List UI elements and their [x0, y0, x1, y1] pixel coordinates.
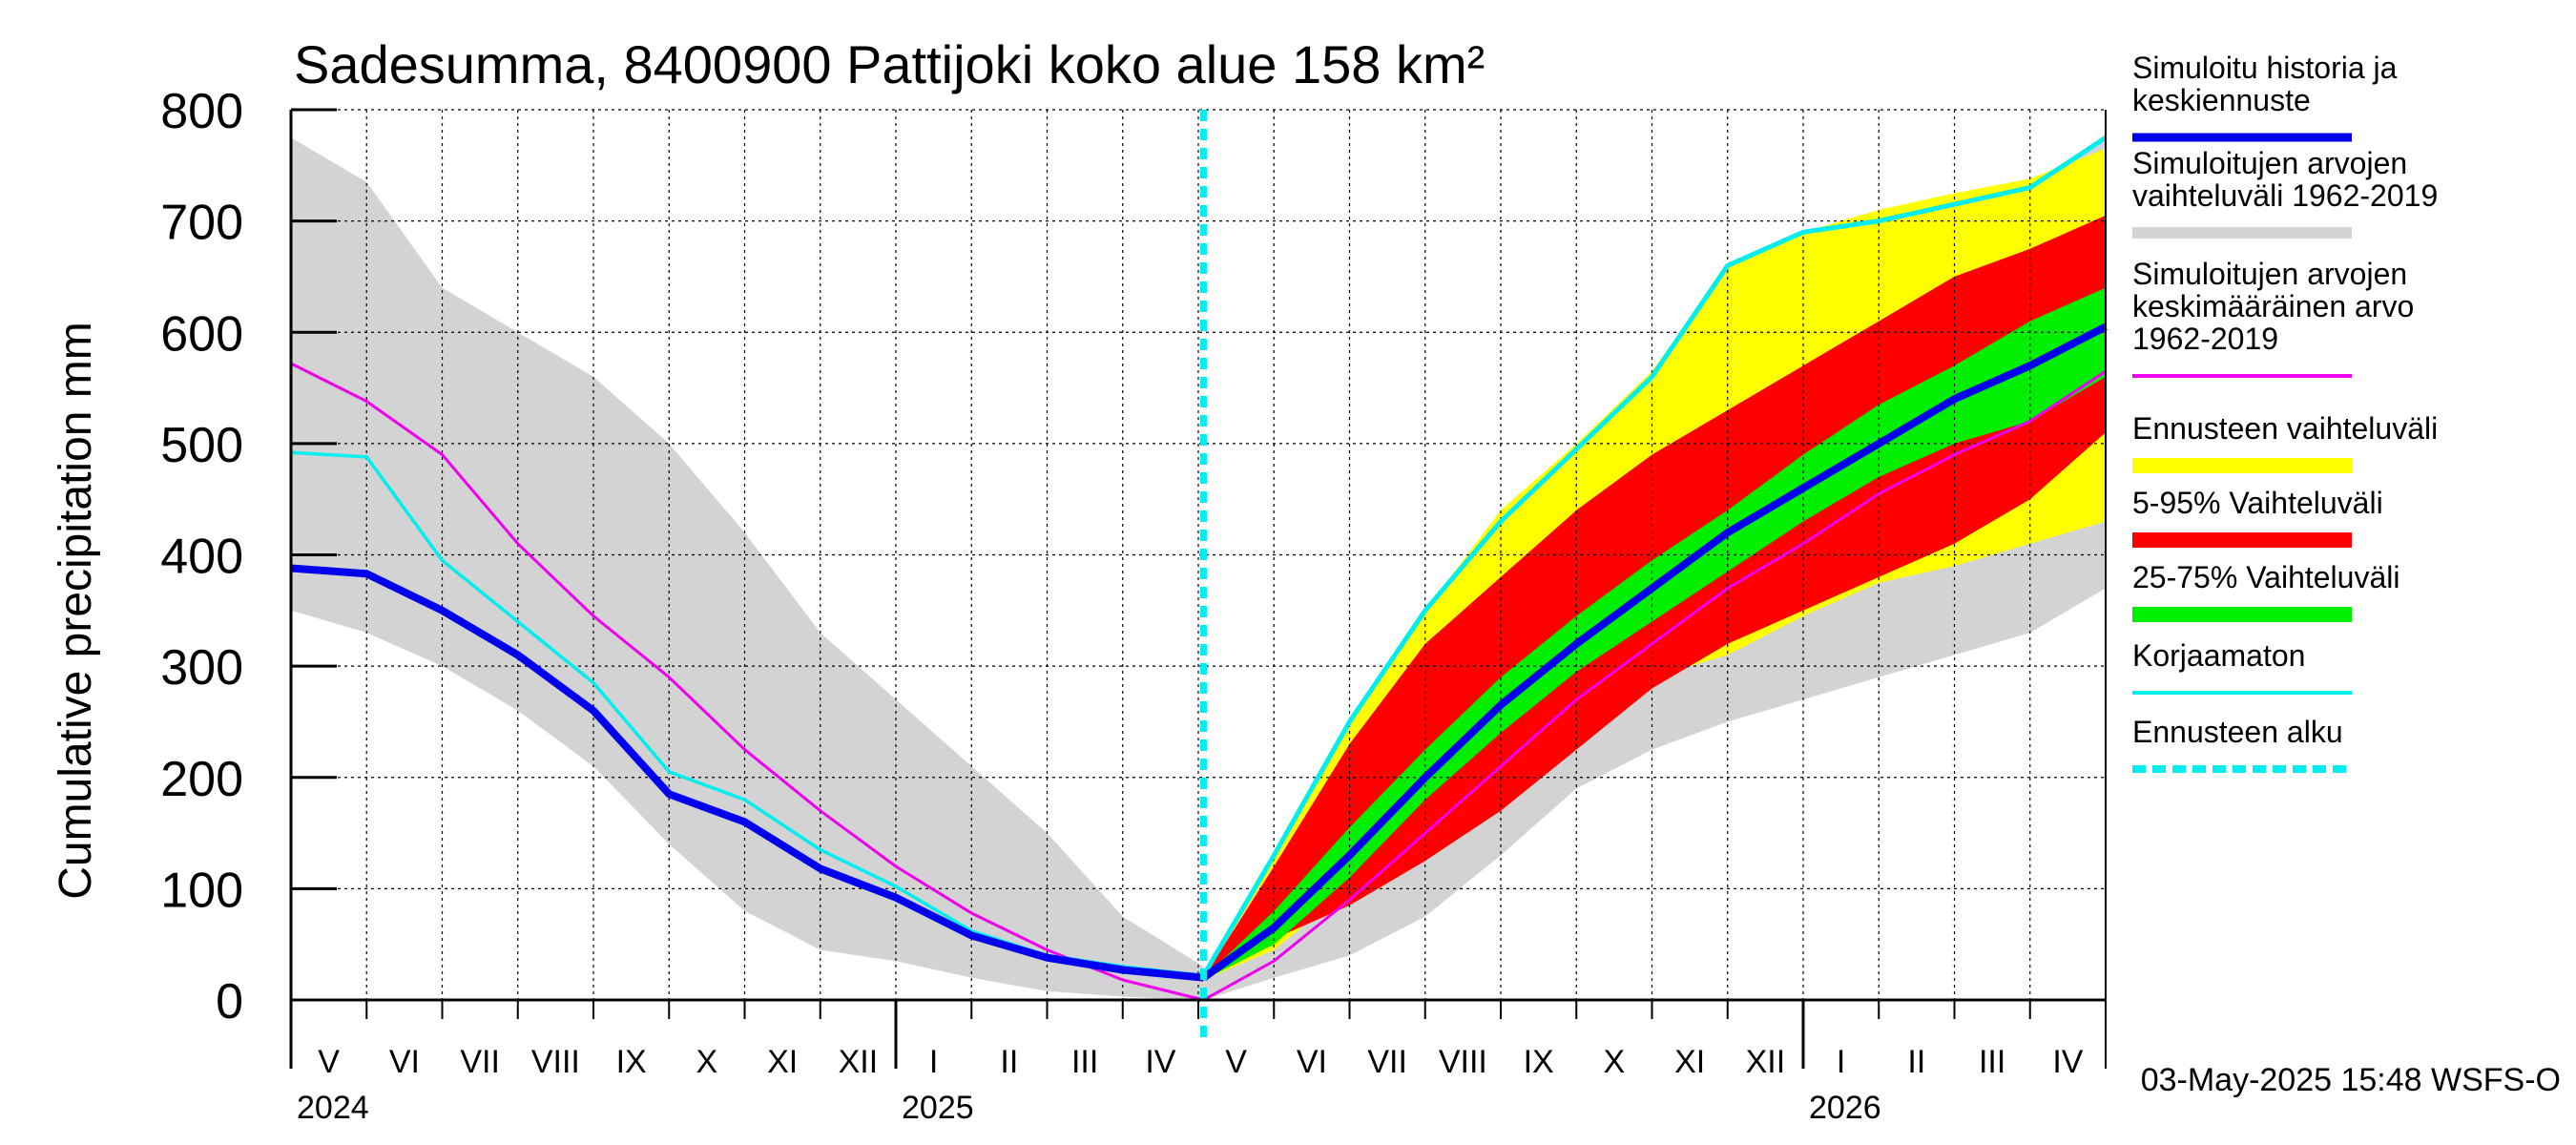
band-25-75 [1203, 287, 2106, 981]
legend-label: Simuloitujen arvojen [2132, 146, 2407, 180]
month-label: IX [616, 1044, 647, 1080]
y-tick-label: 700 [160, 196, 243, 251]
chart-title: Sadesumma, 8400900 Pattijoki koko alue 1… [294, 34, 1485, 94]
month-label: X [1604, 1044, 1626, 1080]
historical-range-band [291, 137, 1204, 1000]
y-tick-label: 200 [160, 752, 243, 807]
year-label: 2026 [1809, 1090, 1881, 1126]
month-label: VIII [531, 1044, 580, 1080]
year-label: 2024 [297, 1090, 369, 1126]
legend-label: keskiennuste [2132, 83, 2311, 117]
year-label: 2025 [902, 1090, 974, 1126]
y-tick-label: 100 [160, 863, 243, 918]
month-label: XI [1674, 1044, 1705, 1080]
month-label: XII [839, 1044, 879, 1080]
y-axis-label: Cumulative precipitation mm [51, 322, 101, 900]
forecast-uncorrected-line [1201, 135, 2108, 977]
legend-label: 5-95% Vaihteluväli [2132, 486, 2383, 520]
history-median-line [290, 564, 1204, 982]
month-label: I [1837, 1044, 1845, 1080]
y-tick-label: 500 [160, 418, 243, 473]
month-label: II [1907, 1044, 1925, 1080]
month-label: V [318, 1044, 340, 1080]
month-label: III [1979, 1044, 2005, 1080]
legend-label: Ennusteen alku [2132, 715, 2343, 749]
month-label: VI [1297, 1044, 1327, 1080]
y-tick-label: 600 [160, 306, 243, 362]
month-label: VII [460, 1044, 500, 1080]
legend-label: Ennusteen vaihteluväli [2132, 411, 2438, 446]
y-tick-label: 400 [160, 530, 243, 585]
month-label: X [696, 1044, 718, 1080]
y-tick-label: 300 [160, 640, 243, 696]
legend-label: keskimääräinen arvo [2132, 289, 2414, 323]
legend-label: Korjaamaton [2132, 638, 2305, 673]
month-label: VIII [1439, 1044, 1487, 1080]
legend-label: 1962-2019 [2132, 322, 2278, 356]
legend-label: Simuloitujen arvojen [2132, 257, 2407, 291]
month-label: XI [767, 1044, 798, 1080]
timestamp: 03-May-2025 15:48 WSFS-O [2141, 1062, 2561, 1098]
legend-label: 25-75% Vaihteluväli [2132, 560, 2399, 594]
y-tick-label: 0 [216, 974, 243, 1030]
month-label: I [929, 1044, 938, 1080]
month-label: IV [1145, 1044, 1175, 1080]
plot-area [290, 109, 2108, 1040]
legend-label: Simuloitu historia ja [2132, 51, 2398, 85]
month-label: VI [389, 1044, 420, 1080]
month-label: VII [1367, 1044, 1407, 1080]
month-label: IX [1524, 1044, 1554, 1080]
month-label: IV [2052, 1044, 2083, 1080]
month-label: V [1225, 1044, 1247, 1080]
month-label: III [1071, 1044, 1098, 1080]
forecast-median-line [1201, 323, 2108, 981]
y-tick-label: 800 [160, 84, 243, 139]
month-label: XII [1746, 1044, 1786, 1080]
legend-label: vaihteluväli 1962-2019 [2132, 178, 2438, 213]
month-label: II [1000, 1044, 1018, 1080]
